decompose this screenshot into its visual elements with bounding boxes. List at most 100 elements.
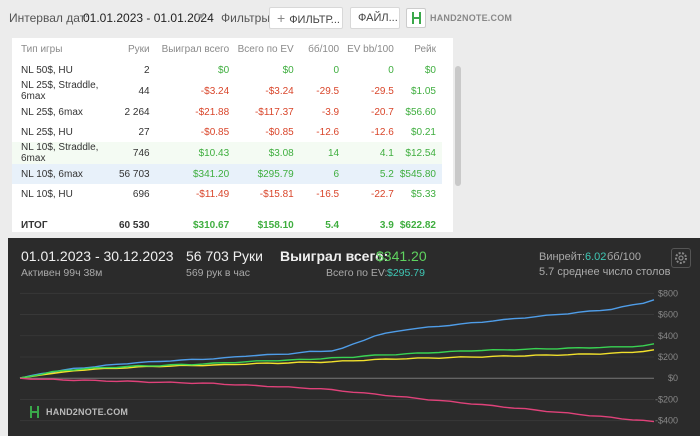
toolbar: Интервал дат: 01.01.2023 - 01.01.2024 Фи… bbox=[0, 0, 700, 36]
cell-game: NL 10$, HU bbox=[21, 188, 73, 200]
cell-won: $10.43 bbox=[155, 142, 236, 164]
cell-bb100: -3.9 bbox=[321, 106, 340, 118]
cell-rake: $1.05 bbox=[410, 85, 436, 97]
series-line bbox=[19, 343, 655, 379]
cell-game: NL 50$, HU bbox=[21, 64, 73, 76]
cell-bb100: 0 bbox=[333, 64, 340, 76]
hand2note-logo: HAND2NOTE.COM bbox=[406, 8, 512, 28]
y-tick-label: -$200 bbox=[655, 394, 678, 404]
graph-lines bbox=[19, 299, 655, 423]
file-button[interactable]: ФАЙЛ... bbox=[350, 7, 400, 29]
cell-bb100: 14 bbox=[299, 142, 346, 164]
file-button-label: ФАЙЛ... bbox=[358, 12, 398, 24]
table-header-row: Тип игры Руки Выиграл всего Всего по EV … bbox=[12, 38, 442, 60]
filters-label: Фильтры: bbox=[221, 11, 274, 25]
active-time: Активен 99ч 38м bbox=[21, 267, 103, 279]
cell-bb100: -29.5 bbox=[316, 85, 340, 97]
ev-label: Всего по EV: bbox=[326, 267, 388, 279]
filter-button-label: ФИЛЬТР... bbox=[289, 14, 340, 26]
date-range-select[interactable]: 01.01.2023 - 01.01.2024 bbox=[83, 11, 214, 25]
chevron-down-icon[interactable] bbox=[197, 14, 205, 19]
cell-won: -$21.88 bbox=[195, 106, 230, 118]
table-row-selected[interactable]: NL 10$, 6max 56 703 $341.20 $295.79 6 5.… bbox=[12, 164, 442, 184]
stats-table: Тип игры Руки Выиграл всего Всего по EV … bbox=[12, 38, 442, 238]
cell-won: $341.20 bbox=[155, 164, 236, 184]
hands-per-hour: 569 рук в час bbox=[186, 267, 250, 279]
cell-won: -$0.85 bbox=[200, 126, 230, 138]
cell-evbb100: -12.6 bbox=[370, 126, 394, 138]
period-label: 01.01.2023 - 30.12.2023 bbox=[21, 248, 174, 264]
cell-hands: 746 bbox=[116, 142, 156, 164]
cell-evbb100: -22.7 bbox=[370, 188, 394, 200]
cell-ev: $158.10 bbox=[257, 219, 294, 231]
cell-hands: 56 703 bbox=[116, 164, 156, 184]
cell-ev: $0 bbox=[282, 64, 294, 76]
stats-table-panel: Тип игры Руки Выиграл всего Всего по EV … bbox=[12, 38, 461, 232]
cell-game: NL 25$, 6max bbox=[21, 106, 83, 118]
cell-won: -$3.24 bbox=[200, 85, 230, 97]
cell-ev: -$117.37 bbox=[254, 106, 294, 118]
cell-evbb100: -29.5 bbox=[370, 85, 394, 97]
table-total-row: ИТОГ 60 530 $310.67 $158.10 5.4 3.9 $622… bbox=[12, 212, 442, 238]
col-header-rake[interactable]: Рейк bbox=[414, 43, 436, 55]
y-tick-label: $800 bbox=[658, 288, 678, 298]
cell-bb100: 5.4 bbox=[325, 219, 340, 231]
col-header-hands[interactable]: Руки bbox=[127, 43, 150, 55]
table-row[interactable]: NL 50$, HU 2 $0 $0 0 0 $0 bbox=[12, 60, 442, 80]
won-value: $341.20 bbox=[376, 248, 427, 264]
filter-button[interactable]: + ФИЛЬТР... bbox=[269, 7, 343, 29]
series-line bbox=[19, 377, 655, 423]
winrate-value: 6.02 bbox=[585, 251, 607, 263]
table-row[interactable]: NL 25$, Straddle, 6max 44 -$3.24 -$3.24 … bbox=[12, 80, 442, 102]
cell-hands: 696 bbox=[132, 188, 150, 200]
cell-game: NL 25$, Straddle, 6max bbox=[21, 80, 99, 102]
col-header-won[interactable]: Выиграл всего bbox=[161, 43, 230, 55]
graph-grid bbox=[20, 292, 654, 422]
cell-ev: $3.08 bbox=[235, 142, 300, 164]
cell-game: NL 25$, HU bbox=[21, 126, 73, 138]
table-row[interactable]: NL 25$, 6max 2 264 -$21.88 -$117.37 -3.9… bbox=[12, 102, 442, 122]
series-line bbox=[19, 349, 655, 379]
cell-ev: -$15.81 bbox=[259, 188, 294, 200]
cell-evbb100: 0 bbox=[388, 64, 394, 76]
col-header-evbb100[interactable]: EV bb/100 bbox=[347, 43, 394, 55]
plus-icon: + bbox=[277, 10, 286, 26]
col-header-ev[interactable]: Всего по EV bbox=[237, 43, 294, 55]
cell-bb100: 6 bbox=[299, 164, 346, 184]
y-tick-label: $0 bbox=[668, 373, 678, 383]
cell-rake: $0 bbox=[424, 64, 436, 76]
table-scrollbar[interactable] bbox=[455, 66, 461, 186]
cell-bb100: -16.5 bbox=[316, 188, 340, 200]
cell-bb100: -12.6 bbox=[316, 126, 340, 138]
table-row[interactable]: NL 10$, HU 696 -$11.49 -$15.81 -16.5 -22… bbox=[12, 184, 442, 204]
cell-rake: $545.80 bbox=[399, 164, 442, 184]
date-interval-label: Интервал дат: bbox=[9, 11, 89, 25]
cell-evbb100: 5.2 bbox=[345, 164, 400, 184]
hands-count: 56 703 Руки bbox=[186, 248, 263, 264]
table-row[interactable]: NL 10$, Straddle, 6max 746 $10.43 $3.08 … bbox=[12, 142, 442, 164]
cell-hands: 44 bbox=[138, 85, 150, 97]
cell-won: -$11.49 bbox=[195, 188, 230, 200]
col-header-bb100[interactable]: бб/100 bbox=[308, 43, 340, 55]
y-tick-label: $200 bbox=[658, 352, 678, 362]
avg-tables: 5.7 среднее число столов bbox=[539, 266, 671, 278]
table-row[interactable]: NL 25$, HU 27 -$0.85 -$0.85 -12.6 -12.6 … bbox=[12, 122, 442, 142]
cell-hands: 60 530 bbox=[118, 219, 150, 231]
series-line bbox=[19, 299, 655, 379]
cell-won: $310.67 bbox=[193, 219, 230, 231]
winrate-unit: бб/100 bbox=[607, 251, 642, 263]
cell-hands: 2 264 bbox=[124, 106, 150, 118]
cell-hands: 2 bbox=[144, 64, 150, 76]
cell-hands: 27 bbox=[138, 126, 150, 138]
graph-panel: 01.01.2023 - 30.12.2023 Активен 99ч 38м … bbox=[8, 238, 700, 436]
cell-ev: -$0.85 bbox=[265, 126, 294, 138]
y-axis-labels: $800 $600 $400 $200 $0 -$200 -$400 bbox=[655, 288, 678, 425]
logo-text: HAND2NOTE.COM bbox=[430, 13, 513, 23]
settings-button[interactable] bbox=[671, 248, 691, 268]
cell-rake: $12.54 bbox=[399, 142, 442, 164]
col-header-game[interactable]: Тип игры bbox=[21, 43, 63, 55]
cell-rake: $0.21 bbox=[410, 126, 436, 138]
profit-graph: $800 $600 $400 $200 $0 -$200 -$400 bbox=[19, 288, 678, 426]
cell-evbb100: 4.1 bbox=[345, 142, 400, 164]
logo-text: HAND2NOTE.COM bbox=[46, 407, 129, 417]
